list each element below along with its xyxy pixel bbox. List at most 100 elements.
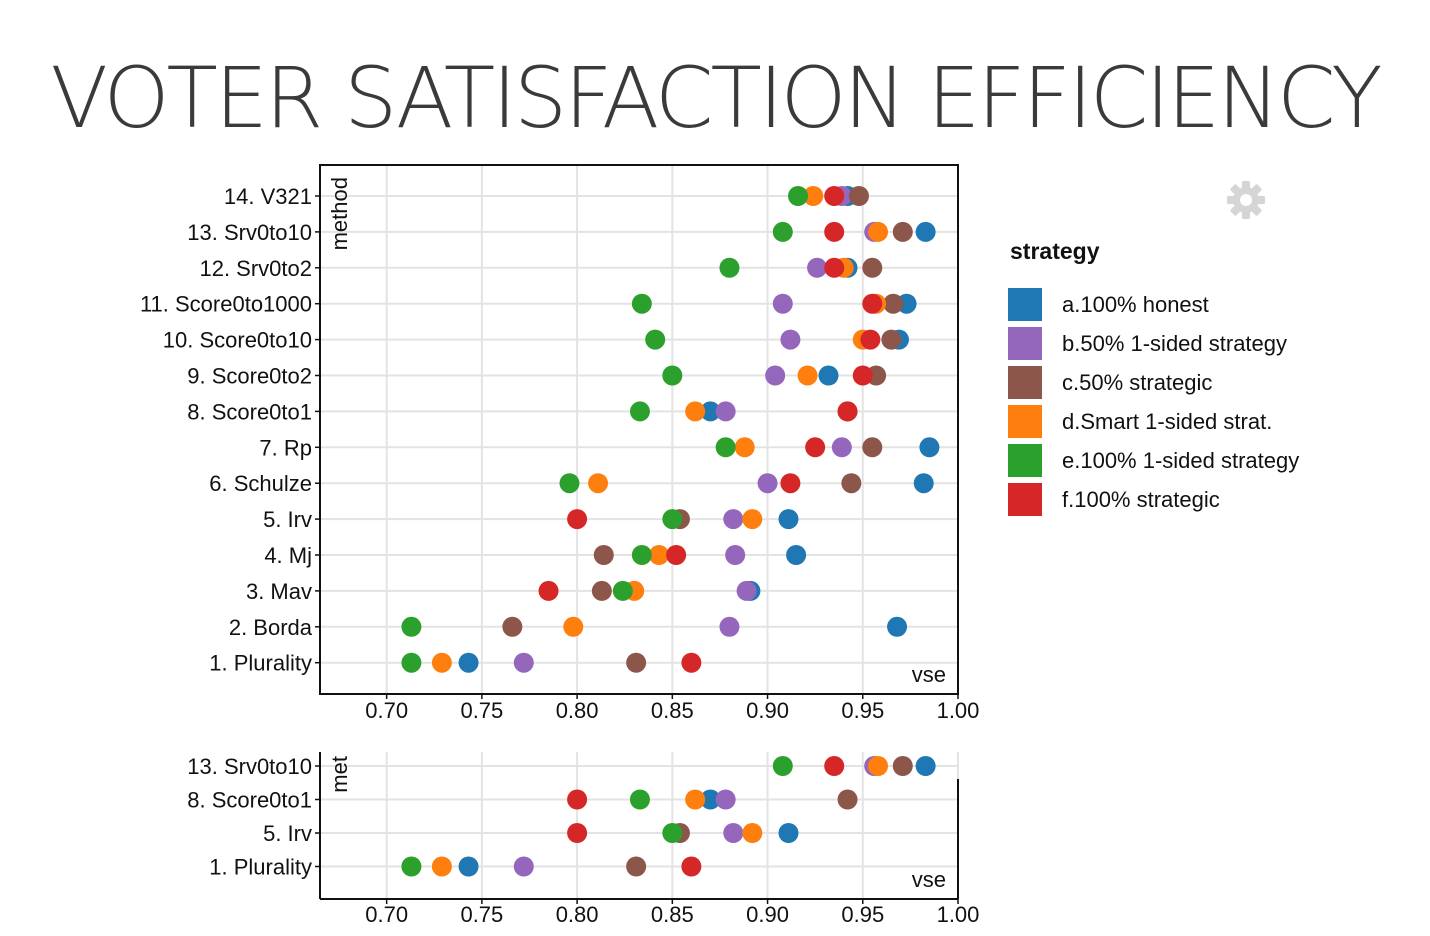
legend-label: f.100% strategic	[1062, 486, 1220, 512]
data-point	[805, 437, 826, 458]
y-tick-label: 3. Mav	[246, 579, 312, 604]
y-tick-label: 5. Irv	[263, 821, 312, 846]
data-point	[788, 186, 809, 206]
data-point	[685, 401, 706, 422]
data-point	[852, 365, 873, 386]
y-tick-label: 10. Score0to10	[163, 328, 312, 353]
data-point	[913, 473, 934, 494]
legend-label: e.100% 1-sided strategy	[1062, 447, 1300, 473]
data-point	[862, 293, 883, 314]
gear-icon[interactable]	[1226, 180, 1266, 220]
x-tick-label: 0.85	[651, 902, 694, 927]
legend-item[interactable]: f.100% strategic	[1008, 480, 1308, 519]
data-point	[887, 616, 908, 637]
data-point	[824, 257, 845, 278]
data-point	[780, 473, 801, 494]
legend-item[interactable]: b.50% 1-sided strategy	[1008, 324, 1308, 363]
y-tick-label: 1. Plurality	[209, 651, 312, 676]
y-tick-label: 2. Borda	[229, 615, 313, 640]
data-point	[681, 856, 702, 877]
x-tick-label: 1.00	[937, 698, 980, 723]
page-title: VOTER SATISFACTION EFFICIENCY	[50, 49, 1382, 147]
data-point	[662, 823, 683, 843]
data-point	[860, 329, 881, 350]
data-point	[778, 823, 799, 843]
legend-item[interactable]: d.Smart 1-sided strat.	[1008, 402, 1308, 441]
legend-swatch	[1008, 327, 1042, 360]
data-point	[818, 365, 839, 386]
legend-swatch	[1008, 366, 1042, 399]
data-point	[862, 437, 883, 458]
y-tick-label: 14. V321	[224, 184, 312, 209]
data-point	[588, 473, 609, 494]
y-axis-label: method	[327, 177, 352, 250]
legend-label: a.100% honest	[1062, 291, 1209, 317]
data-point	[648, 545, 669, 565]
data-point	[725, 545, 746, 565]
data-point	[401, 856, 422, 877]
y-tick-label: 11. Score0to1000	[140, 292, 312, 317]
data-point	[662, 365, 683, 386]
data-point	[742, 509, 763, 530]
data-point	[736, 580, 757, 601]
data-point	[401, 652, 422, 673]
data-point	[662, 509, 683, 530]
data-point	[862, 257, 883, 278]
data-point	[831, 437, 852, 458]
x-tick-label: 0.75	[460, 698, 503, 723]
data-point	[458, 856, 479, 877]
data-point	[719, 616, 740, 637]
data-point	[719, 257, 740, 278]
legend-swatch	[1008, 444, 1042, 477]
y-tick-label: 4. Mj	[264, 543, 312, 568]
data-point	[700, 401, 721, 422]
data-point	[848, 186, 869, 206]
y-tick-label: 7. Rp	[259, 435, 312, 460]
legend-swatch	[1008, 288, 1042, 321]
x-tick-label: 0.90	[746, 698, 789, 723]
data-point	[645, 329, 666, 350]
x-tick-label: 0.80	[556, 698, 599, 723]
data-point	[685, 789, 706, 810]
legend-swatch	[1008, 483, 1042, 516]
legend-item[interactable]: e.100% 1-sided strategy	[1008, 441, 1308, 480]
data-point	[567, 789, 588, 810]
plot-frame	[319, 164, 959, 695]
data-point	[915, 221, 936, 242]
data-point	[591, 580, 612, 601]
data-point	[513, 652, 534, 673]
data-point	[431, 856, 452, 877]
legend-item[interactable]: a.100% honest	[1008, 285, 1308, 324]
data-point	[824, 221, 845, 242]
data-point	[723, 509, 744, 530]
data-point	[883, 293, 904, 314]
legend: strategy a.100% honest b.50% 1-sided stra…	[1008, 238, 1308, 519]
data-point	[919, 437, 940, 458]
data-point	[841, 473, 862, 494]
data-point	[631, 293, 652, 314]
data-point	[868, 756, 889, 776]
y-tick-label: 8. Score0to1	[187, 788, 312, 813]
legend-label: b.50% 1-sided strategy	[1062, 330, 1288, 356]
legend-item[interactable]: c.50% strategic	[1008, 363, 1308, 402]
data-point	[892, 221, 913, 242]
data-point	[401, 616, 422, 637]
data-point	[431, 652, 452, 673]
x-tick-label: 0.95	[841, 698, 884, 723]
x-tick-label: 0.80	[556, 902, 599, 927]
data-point	[563, 616, 584, 637]
data-point	[681, 652, 702, 673]
y-axis-label: met	[327, 756, 352, 793]
data-point	[626, 856, 647, 877]
data-point	[567, 823, 588, 843]
data-point	[502, 616, 523, 637]
data-point	[734, 437, 755, 458]
y-tick-label: 13. Srv0to10	[187, 220, 312, 245]
x-tick-label: 0.70	[365, 902, 408, 927]
x-tick-label: 0.85	[651, 698, 694, 723]
x-tick-label: 0.95	[841, 902, 884, 927]
data-point	[538, 580, 559, 601]
data-point	[723, 823, 744, 843]
data-point	[700, 789, 721, 810]
data-point	[757, 473, 778, 494]
